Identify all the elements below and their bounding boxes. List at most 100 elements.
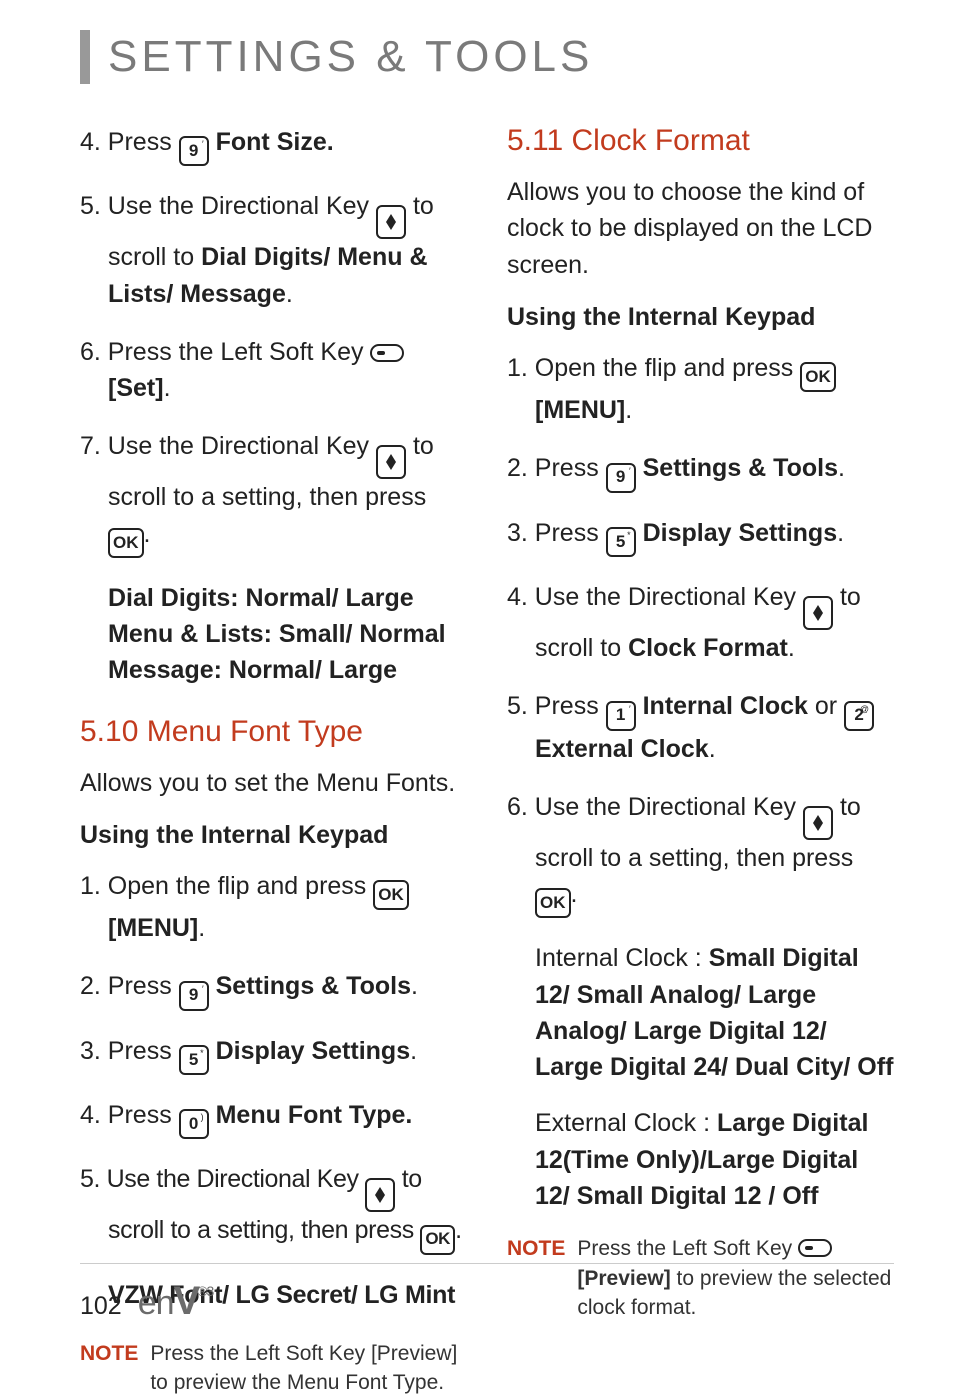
text: . xyxy=(144,520,151,548)
text-bold: Settings & Tools xyxy=(216,972,411,1000)
text-bold: Menu Font Type. xyxy=(216,1101,413,1129)
clock-step-1: 1. Open the flip and press OK [MENU]. xyxy=(507,350,894,429)
note-text: Press the Left Soft Key [Preview] to pre… xyxy=(577,1234,894,1322)
key-2-icon: 2@ xyxy=(844,701,874,731)
text: 6. Press the Left Soft Key xyxy=(80,338,370,366)
key-9-icon: 9′ xyxy=(606,463,636,493)
text: Internal Clock : xyxy=(535,944,709,972)
key-5-icon: 5* xyxy=(179,1045,209,1075)
text: . xyxy=(455,1216,462,1244)
text-bold: [MENU] xyxy=(108,914,198,942)
directional-key-icon xyxy=(803,596,833,630)
section-5-10-desc: Allows you to set the Menu Fonts. xyxy=(80,765,467,801)
ok-key-icon: OK xyxy=(420,1225,455,1255)
directional-key-icon xyxy=(376,445,406,479)
section-5-10-title: 5.10 Menu Font Type xyxy=(80,715,467,749)
key-5-icon: 5* xyxy=(606,527,636,557)
note-text: Press the Left Soft Key [Preview] to pre… xyxy=(150,1339,467,1398)
text: 5. Press xyxy=(507,692,606,720)
page-number: 102 xyxy=(80,1292,122,1321)
internal-clock-options: Internal Clock : Small Digital 12/ Small… xyxy=(535,940,894,1085)
text: 1. Open the flip and press xyxy=(507,354,800,382)
text: 3. Press xyxy=(80,1037,179,1065)
clock-step-4: 4. Use the Directional Key to scroll to … xyxy=(507,579,894,666)
text: . xyxy=(410,1037,417,1065)
text-bold: Clock Format xyxy=(628,634,788,662)
text-bold: Display Settings xyxy=(643,519,838,547)
text: 2. Press xyxy=(507,454,606,482)
text: . xyxy=(198,914,205,942)
text: . xyxy=(837,519,844,547)
text-bold: Display Settings xyxy=(216,1037,411,1065)
ok-key-icon: OK xyxy=(373,880,409,910)
menufont-step-1: 1. Open the flip and press OK [MENU]. xyxy=(80,868,467,947)
clock-step-5: 5. Press 1′ Internal Clock or 2@ Externa… xyxy=(507,688,894,767)
menufont-step-5: 5. Use the Directional Key toscroll to a… xyxy=(80,1161,467,1254)
text-bold: Internal Clock xyxy=(643,692,808,720)
section-5-11-title: 5.11 Clock Format xyxy=(507,124,894,158)
text: . xyxy=(411,972,418,1000)
external-clock-options: External Clock : Large Digital 12(Time O… xyxy=(535,1105,894,1214)
text: . xyxy=(788,634,795,662)
step-6: 6. Press the Left Soft Key [Set]. xyxy=(80,334,467,407)
ok-key-icon: OK xyxy=(535,888,571,918)
left-soft-key-icon xyxy=(370,344,404,362)
page-title: SETTINGS & TOOLS xyxy=(108,30,593,84)
clock-step-6: 6. Use the Directional Key to scroll to … xyxy=(507,789,894,919)
key-0-icon: 0) xyxy=(179,1109,209,1139)
menufont-step-2: 2. Press 9′ Settings & Tools. xyxy=(80,968,467,1010)
note-label: NOTE xyxy=(507,1234,565,1322)
directional-key-icon xyxy=(365,1178,395,1212)
text-bold: [MENU] xyxy=(535,396,625,424)
left-column: 4. Press 9′ Font Size. 5. Use the Direct… xyxy=(80,124,467,1398)
text: 1. Open the flip and press xyxy=(80,872,373,900)
text: 5. Use the Directional Key xyxy=(80,1165,365,1193)
text: 5. Use the Directional Key xyxy=(80,192,376,220)
text: 7. Use the Directional Key xyxy=(80,432,376,460)
option-line: Message: Normal/ Large xyxy=(108,652,467,688)
title-accent xyxy=(80,30,90,84)
footer: 102 enV®3 xyxy=(80,1279,213,1324)
text: 6. Use the Directional Key xyxy=(507,793,803,821)
directional-key-icon xyxy=(376,205,406,239)
menufont-step-3: 3. Press 5* Display Settings. xyxy=(80,1033,467,1075)
font-size-options: Dial Digits: Normal/ Large Menu & Lists:… xyxy=(108,580,467,689)
text: External Clock : xyxy=(535,1109,717,1137)
text: . xyxy=(164,374,171,402)
text: . xyxy=(571,880,578,908)
text-bold: Font Size. xyxy=(216,128,334,156)
text: 4. Use the Directional Key xyxy=(507,583,803,611)
key-9-icon: 9′ xyxy=(179,136,209,166)
step-4: 4. Press 9′ Font Size. xyxy=(80,124,467,166)
subhead-internal-keypad: Using the Internal Keypad xyxy=(507,303,894,332)
text-bold: [Set] xyxy=(108,374,164,402)
menufont-step-4: 4. Press 0) Menu Font Type. xyxy=(80,1097,467,1139)
note-menufont: NOTE Press the Left Soft Key [Preview] t… xyxy=(80,1339,467,1398)
note-clock: NOTE Press the Left Soft Key [Preview] t… xyxy=(507,1234,894,1322)
text-bold: External Clock xyxy=(535,735,709,763)
text: . xyxy=(286,280,293,308)
step-5: 5. Use the Directional Key to scroll to … xyxy=(80,188,467,312)
text: or xyxy=(808,692,844,720)
text: 3. Press xyxy=(507,519,606,547)
text: 4. Press xyxy=(80,1101,179,1129)
option-line: Dial Digits: Normal/ Large xyxy=(108,580,467,616)
text: . xyxy=(709,735,716,763)
directional-key-icon xyxy=(803,806,833,840)
right-column: 5.11 Clock Format Allows you to choose t… xyxy=(507,124,894,1398)
ok-key-icon: OK xyxy=(800,362,836,392)
clock-step-2: 2. Press 9′ Settings & Tools. xyxy=(507,450,894,492)
ok-key-icon: OK xyxy=(108,528,144,558)
brand-logo: enV®3 xyxy=(138,1279,214,1324)
footer-rule xyxy=(80,1263,894,1264)
text: . xyxy=(838,454,845,482)
title-bar: SETTINGS & TOOLS xyxy=(80,30,894,84)
key-1-icon: 1′ xyxy=(606,701,636,731)
left-soft-key-icon xyxy=(798,1239,832,1257)
text: 4. Press xyxy=(80,128,179,156)
key-9-icon: 9′ xyxy=(179,981,209,1011)
clock-step-3: 3. Press 5* Display Settings. xyxy=(507,515,894,557)
option-line: Menu & Lists: Small/ Normal xyxy=(108,616,467,652)
text: . xyxy=(625,396,632,424)
note-label: NOTE xyxy=(80,1339,138,1398)
